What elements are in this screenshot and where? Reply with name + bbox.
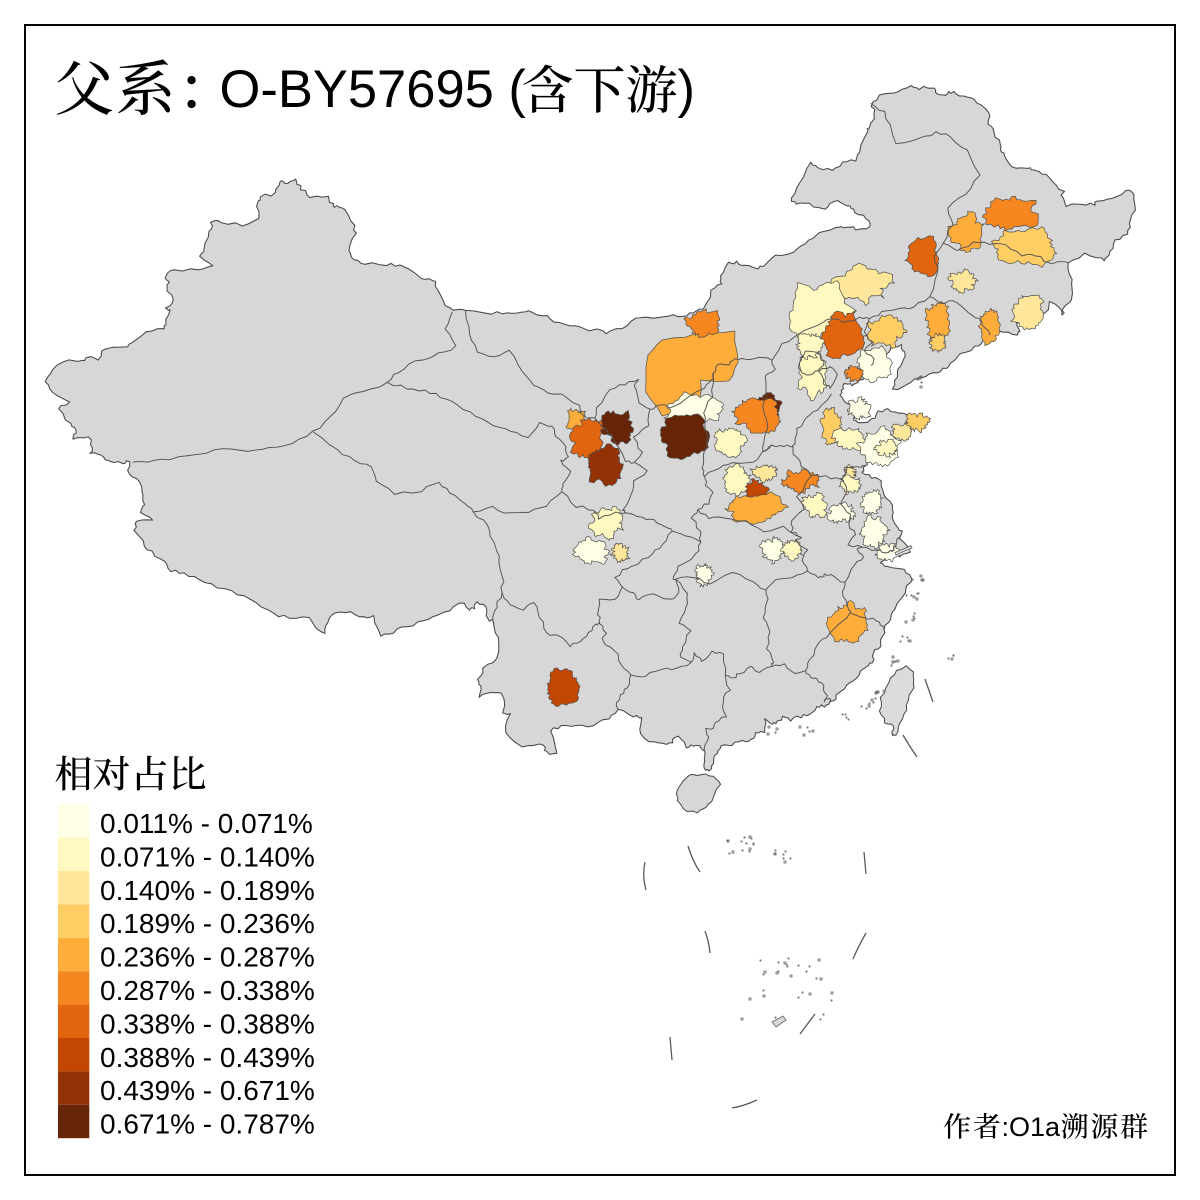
svg-text:0.011% - 0.071%: 0.011% - 0.071% [100,808,313,839]
svg-text:0.671% - 0.787%: 0.671% - 0.787% [100,1109,315,1140]
svg-text:0.189% - 0.236%: 0.189% - 0.236% [100,908,315,939]
svg-text:): ) [678,60,695,119]
svg-text:0.287% - 0.338%: 0.287% - 0.338% [100,975,315,1006]
svg-text:0.388% - 0.439%: 0.388% - 0.439% [100,1042,315,1073]
svg-text:0.338% - 0.388%: 0.338% - 0.388% [100,1008,315,1039]
svg-text:0.071% - 0.140%: 0.071% - 0.140% [100,841,315,872]
svg-text:0.236% - 0.287%: 0.236% - 0.287% [100,942,315,973]
svg-text::O1a: :O1a [1002,1112,1062,1142]
svg-text:O-BY57695 (: O-BY57695 ( [220,60,527,119]
svg-text:0.140% - 0.189%: 0.140% - 0.189% [100,875,315,906]
svg-text:0.439% - 0.671%: 0.439% - 0.671% [100,1075,315,1106]
